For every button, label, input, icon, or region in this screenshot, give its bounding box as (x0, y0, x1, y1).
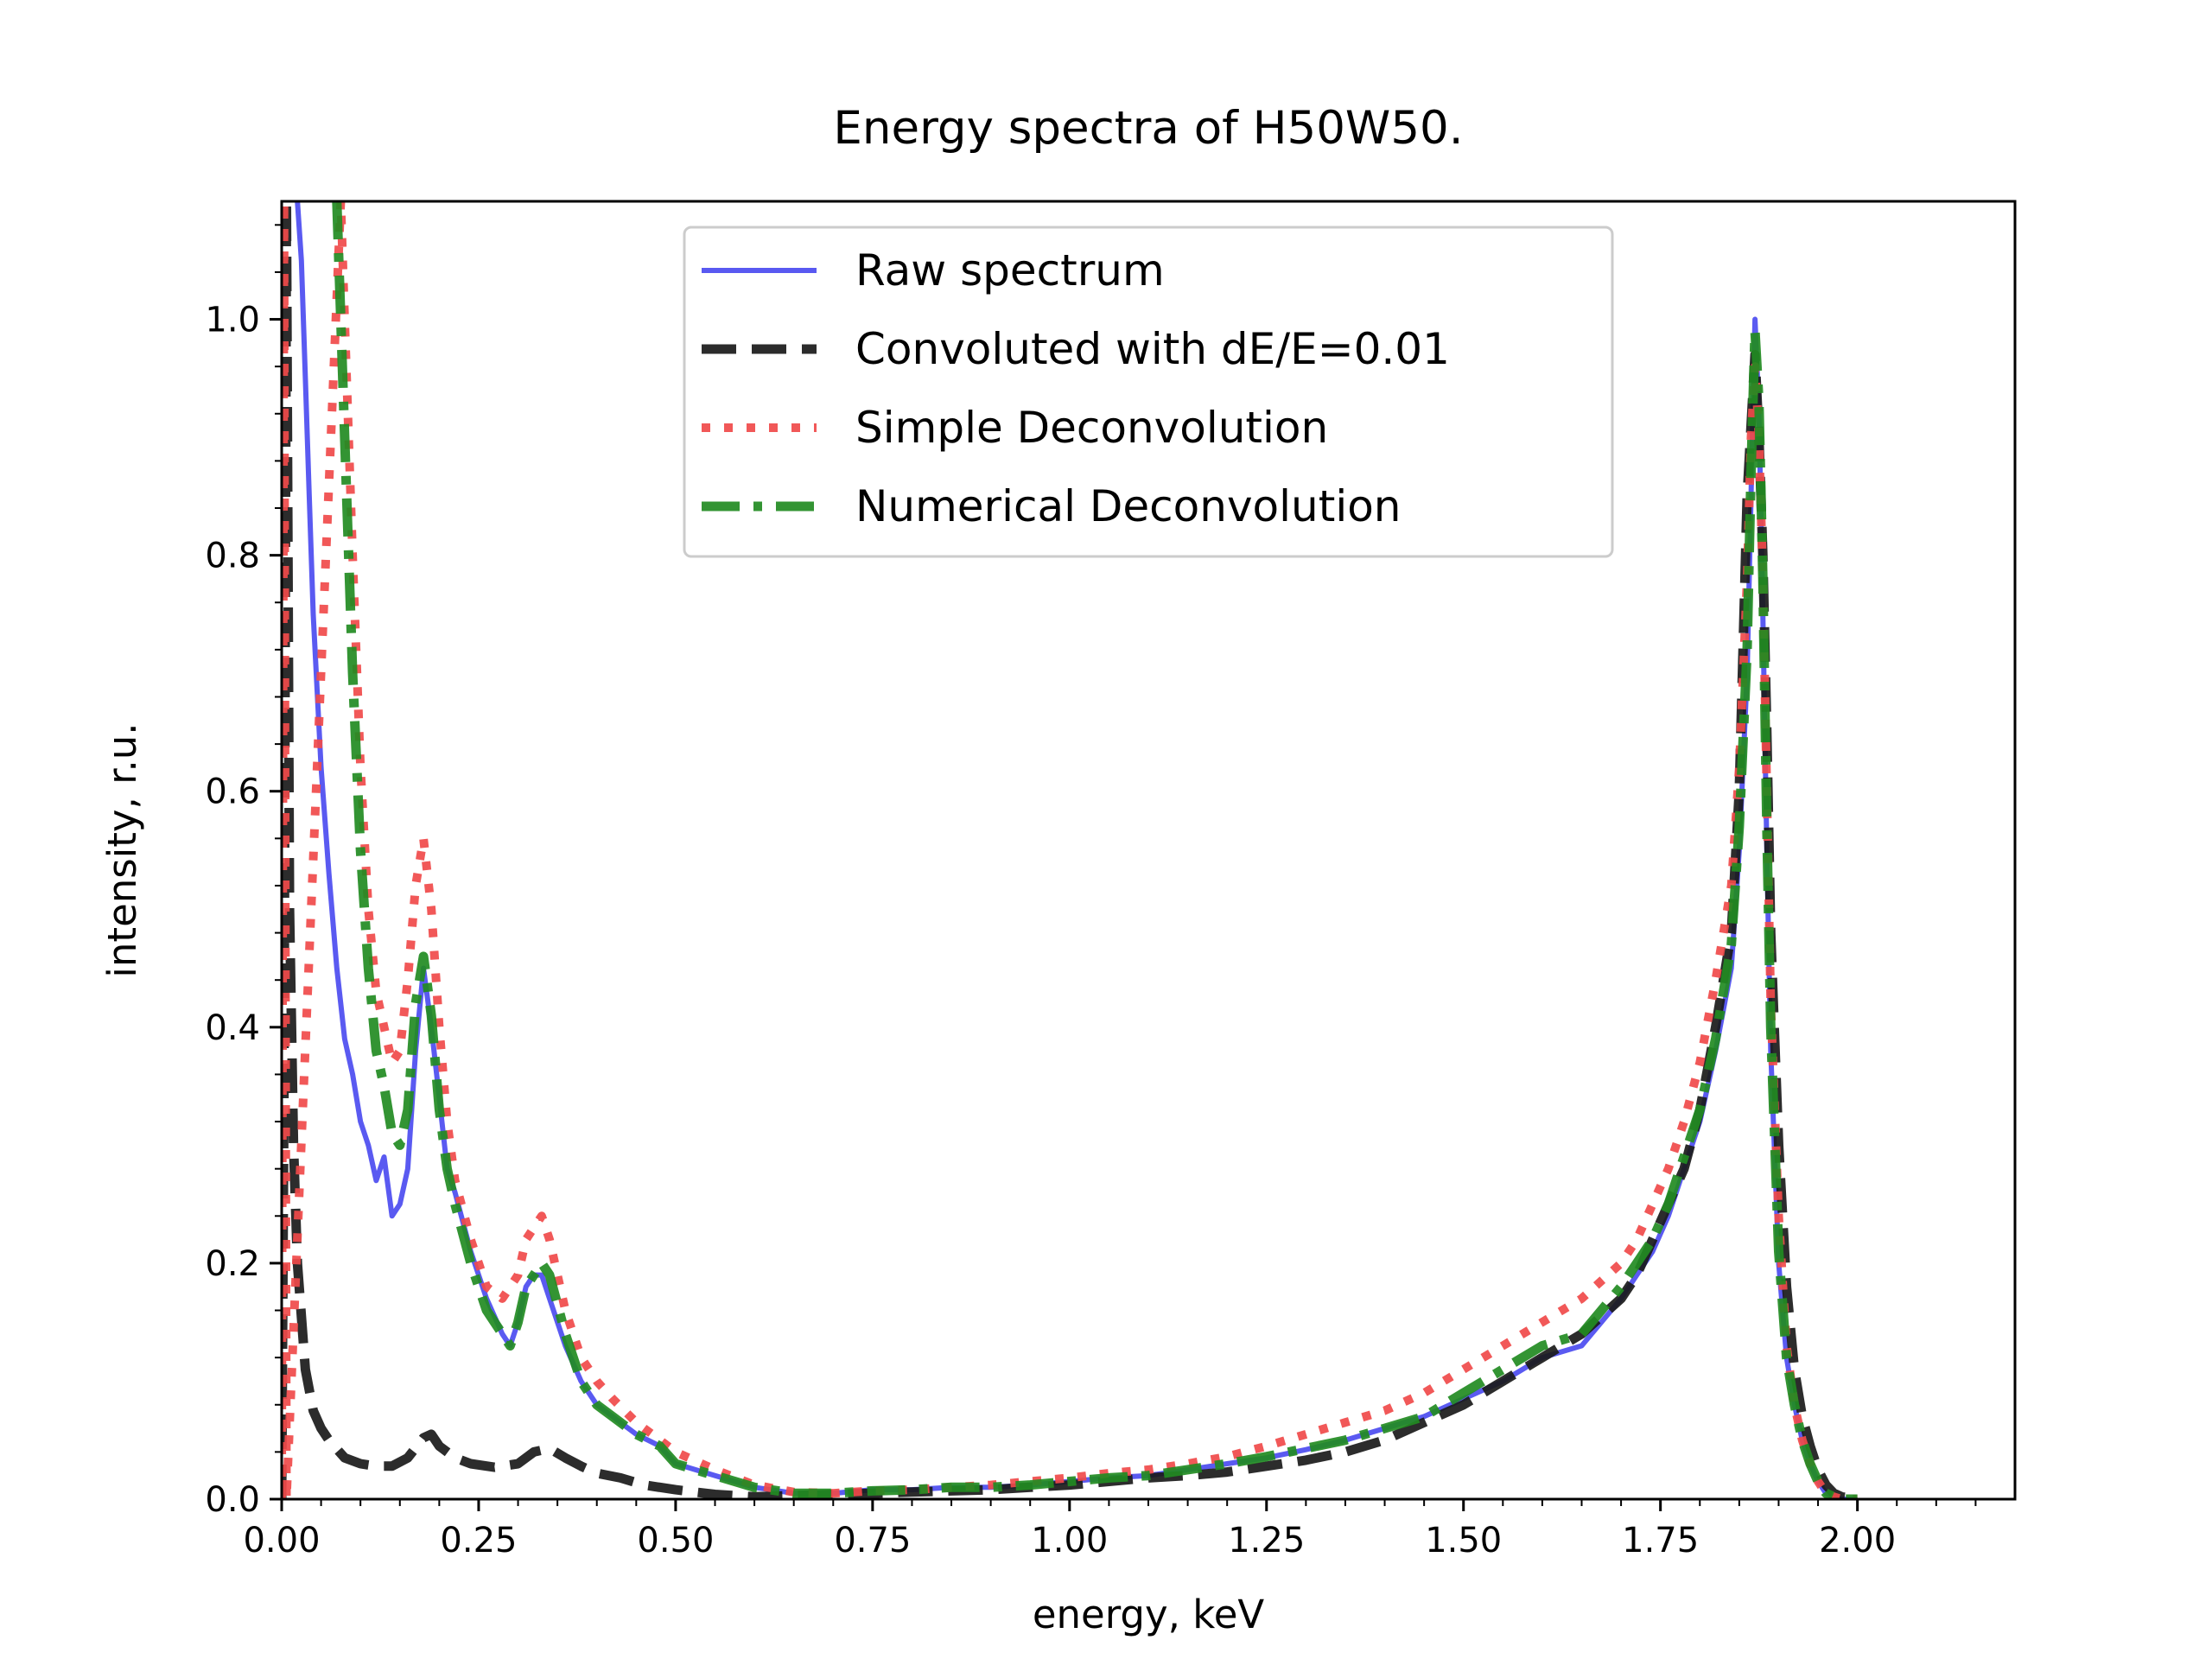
legend: Raw spectrum Convoluted with dE/E=0.01 Sim… (683, 226, 1614, 558)
legend-label-1: Convoluted with dE/E=0.01 (855, 324, 1450, 374)
y-tick-label: 1.0 (205, 301, 260, 340)
y-tick-label: 0.4 (205, 1008, 260, 1048)
x-tick-label: 0.25 (440, 1521, 517, 1560)
legend-label-2: Simple Deconvolution (855, 403, 1328, 453)
legend-box (683, 226, 1614, 558)
x-tick-label: 0.75 (834, 1521, 911, 1560)
y-tick-label: 0.6 (205, 772, 260, 812)
y-tick-label: 0.2 (205, 1244, 260, 1284)
x-tick-label: 1.00 (1031, 1521, 1108, 1560)
y-tick-label: 0.0 (205, 1480, 260, 1520)
y-axis-label: intensity, r.u. (99, 722, 145, 977)
x-tick-label: 1.75 (1622, 1521, 1699, 1560)
plot-lines (282, 201, 1859, 1499)
legend-label-0: Raw spectrum (855, 245, 1165, 296)
legend-label-3: Numerical Deconvolution (855, 481, 1402, 531)
chart-title: Energy spectra of H50W50. (833, 102, 1463, 155)
series-line-3 (332, 201, 1858, 1499)
x-tick-label: 1.50 (1425, 1521, 1502, 1560)
x-tick-label: 1.25 (1228, 1521, 1305, 1560)
x-axis-label: energy, keV (1033, 1592, 1265, 1637)
y-tick-label: 0.8 (205, 537, 260, 576)
x-tick-label: 0.50 (637, 1521, 714, 1560)
x-tick-label: 0.00 (243, 1521, 320, 1560)
x-tick-label: 2.00 (1819, 1521, 1896, 1560)
axis-ticks: 0.00 0.25 0.50 0.75 1.00 1.25 1.50 1.75 2.00 0.0 0… (205, 224, 1977, 1560)
